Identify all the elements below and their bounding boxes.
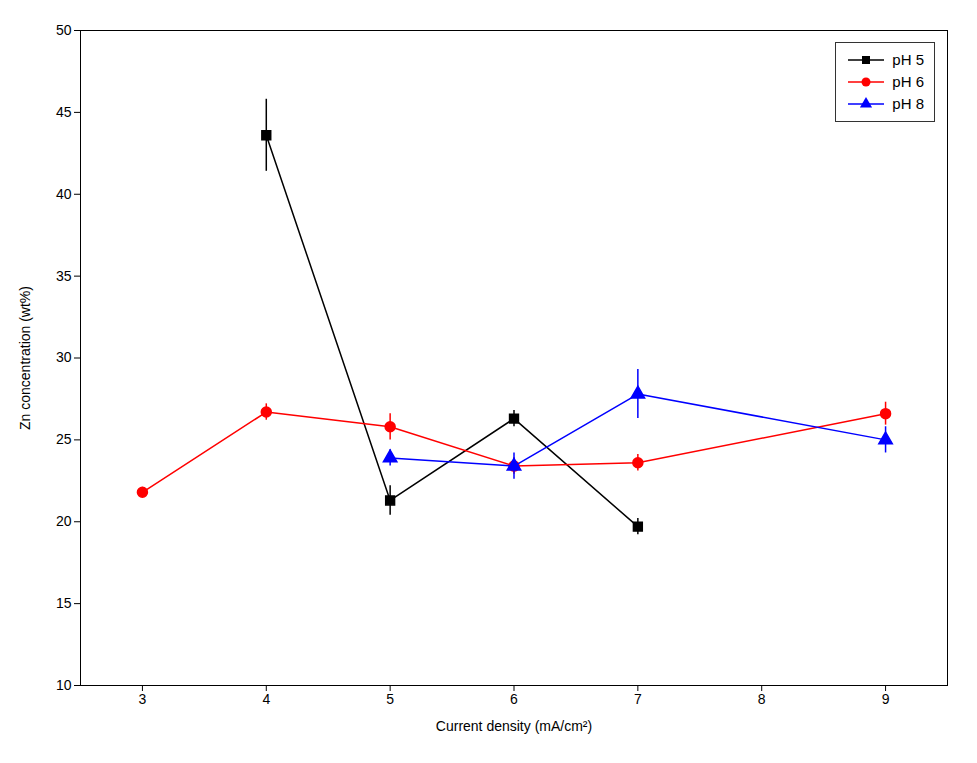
svg-text:25: 25 (56, 431, 72, 447)
svg-text:9: 9 (882, 691, 890, 707)
svg-text:35: 35 (56, 268, 72, 284)
html-text:pH 8: pH 8 (892, 95, 924, 112)
svg-text:Current density (mA/cm²): Current density (mA/cm²) (436, 718, 592, 734)
svg-text:3: 3 (139, 691, 147, 707)
svg-text:40: 40 (56, 186, 72, 202)
html-text:pH 5: pH 5 (892, 51, 924, 68)
svg-text:50: 50 (56, 22, 72, 38)
svg-text:4: 4 (262, 691, 270, 707)
svg-text:8: 8 (758, 691, 766, 707)
svg-text:5: 5 (386, 691, 394, 707)
svg-text:10: 10 (56, 677, 72, 693)
html-text:pH 6: pH 6 (892, 73, 924, 90)
svg-text:30: 30 (56, 349, 72, 365)
svg-text:Zn concentration (wt%): Zn concentration (wt%) (17, 286, 33, 430)
svg-text:6: 6 (510, 691, 518, 707)
svg-text:7: 7 (634, 691, 642, 707)
svg-text:45: 45 (56, 104, 72, 120)
svg-text:20: 20 (56, 513, 72, 529)
svg-text:15: 15 (56, 595, 72, 611)
